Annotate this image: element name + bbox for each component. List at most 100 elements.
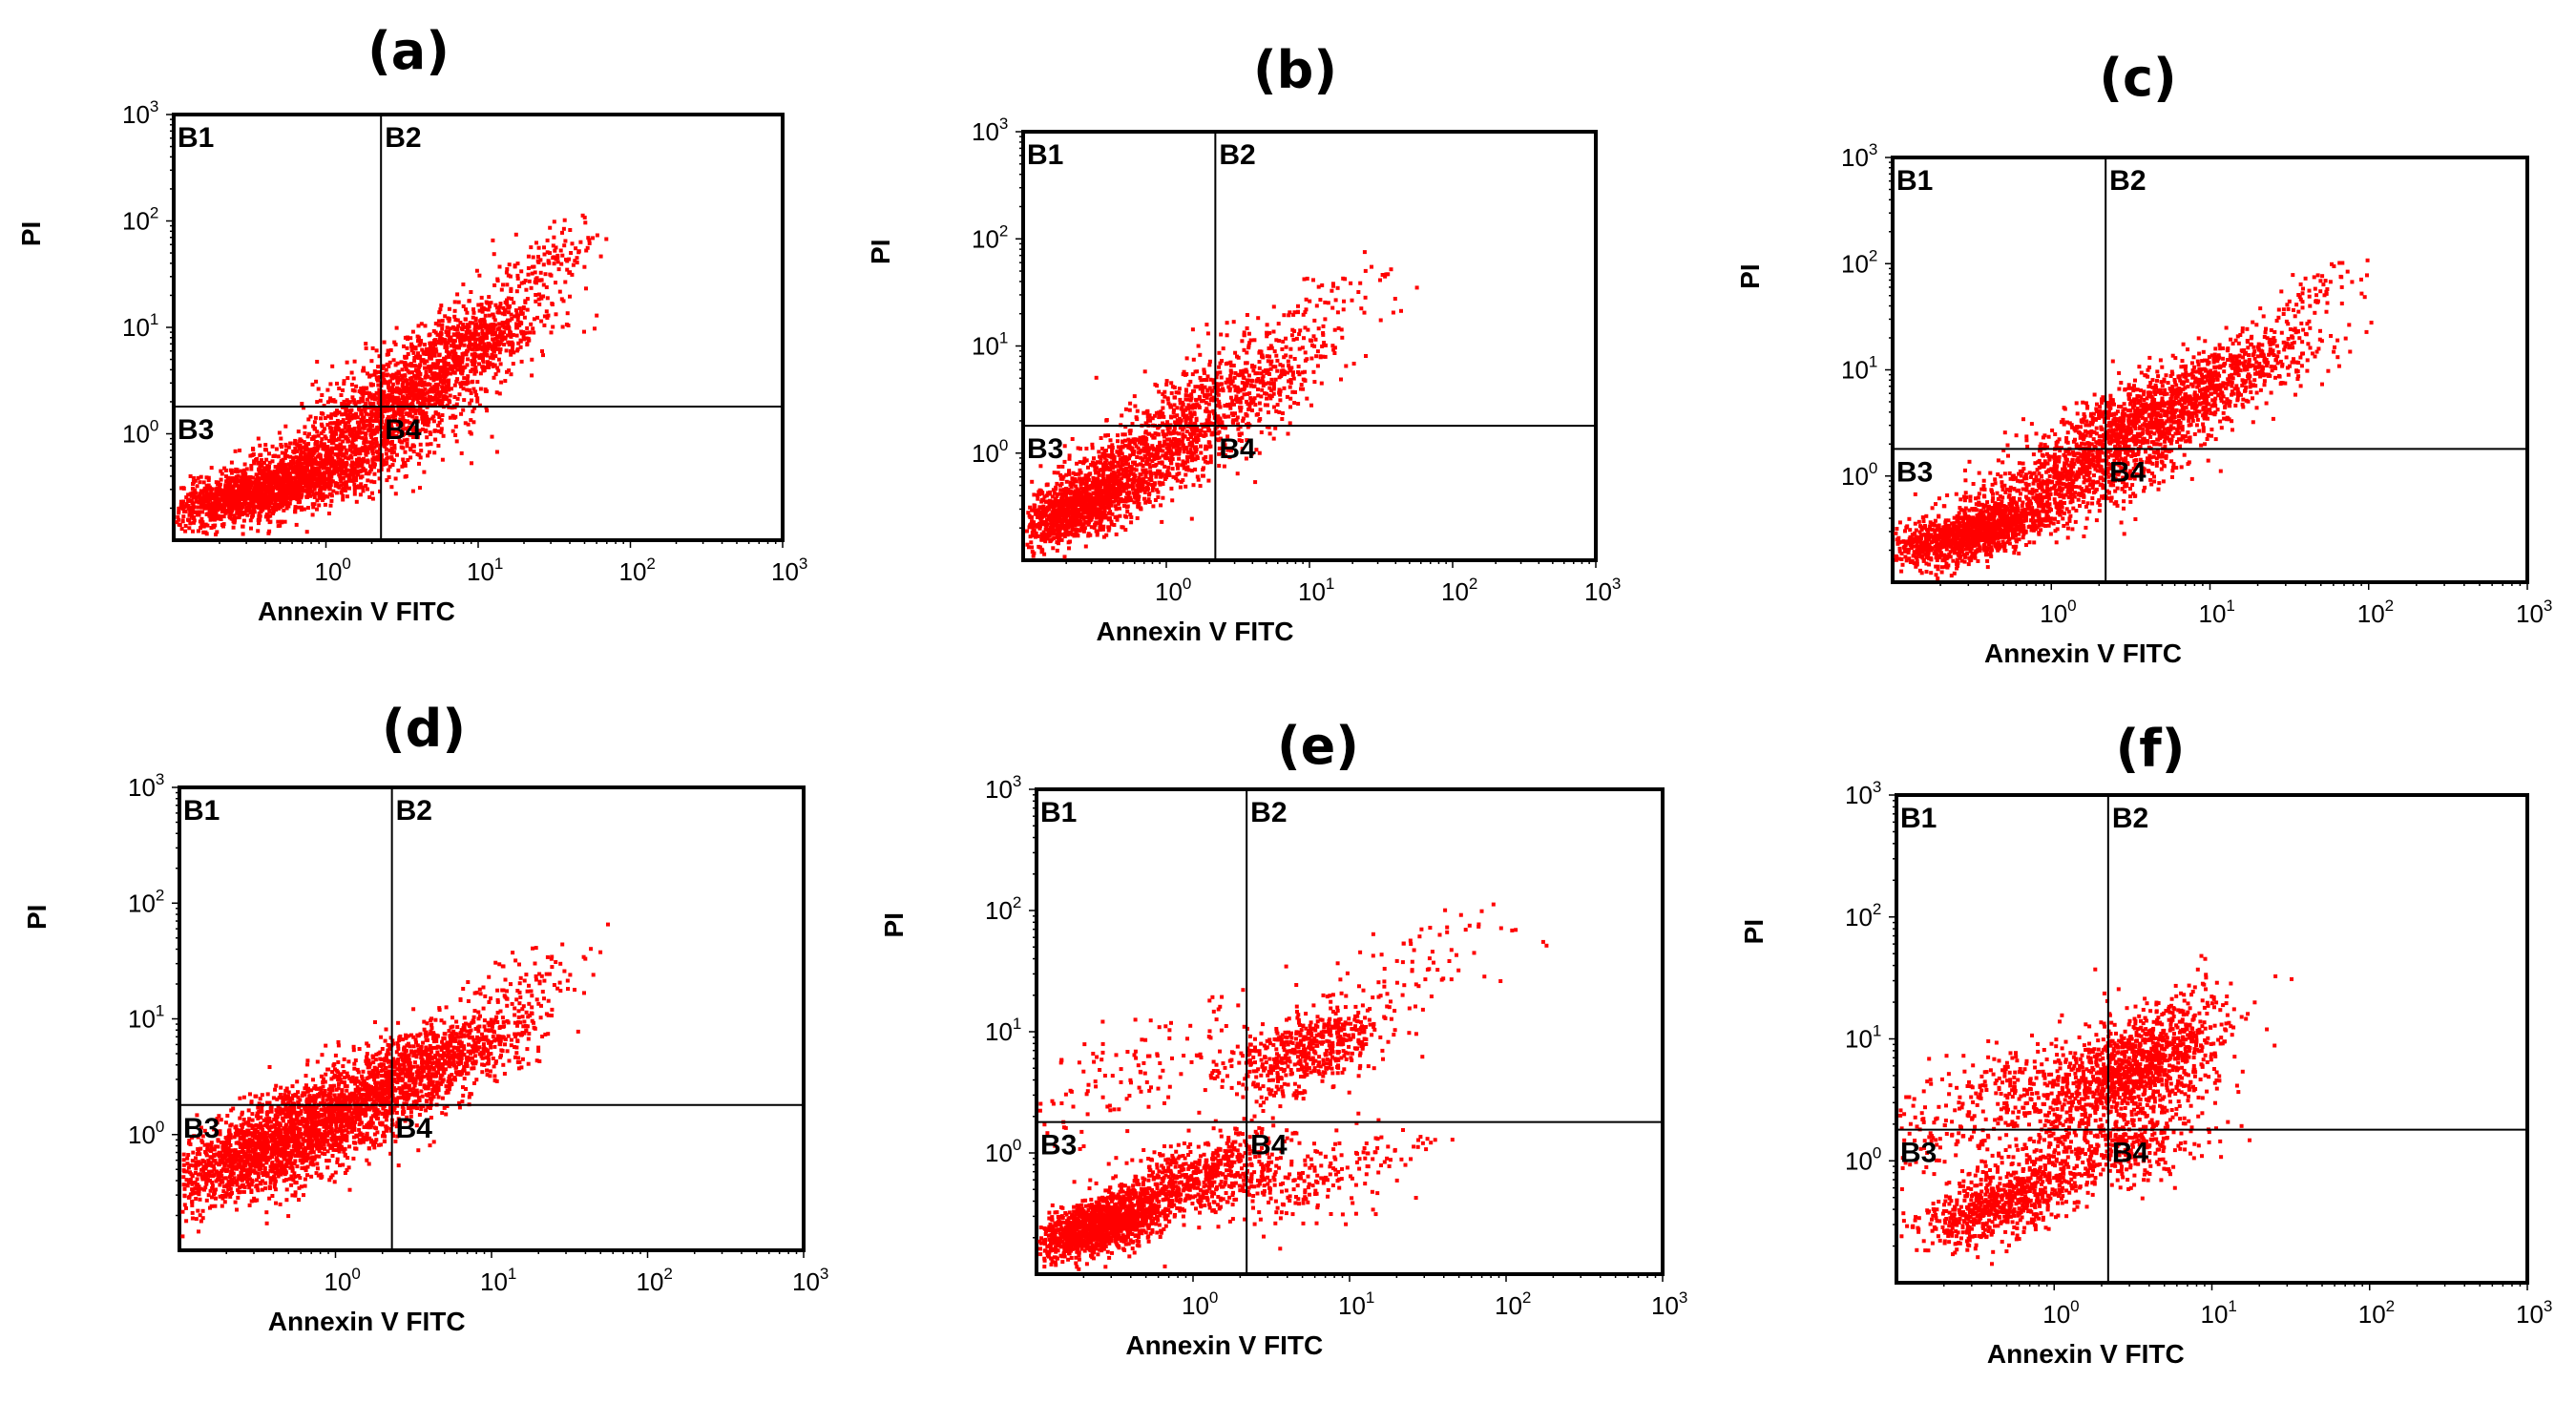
event-dot [318, 491, 323, 495]
event-dot [181, 486, 186, 491]
event-dot [438, 376, 442, 381]
event-dot [480, 340, 485, 345]
event-dot [466, 357, 470, 362]
event-dot [293, 478, 298, 482]
event-dot [411, 388, 416, 392]
event-dot [192, 495, 196, 499]
event-dot [339, 471, 344, 476]
event-dot [525, 325, 530, 330]
event-dot [249, 495, 254, 500]
event-dot [242, 462, 247, 467]
event-dot [529, 322, 534, 326]
event-dot [310, 513, 315, 517]
event-dot [493, 372, 498, 377]
event-dot [293, 485, 298, 490]
event-dot [349, 383, 354, 387]
event-dot [236, 473, 241, 478]
event-dot [398, 391, 403, 396]
event-dot [244, 509, 249, 513]
event-dot [279, 497, 283, 502]
event-dot [477, 273, 482, 278]
event-dot [413, 408, 418, 413]
event-dot [360, 474, 365, 479]
event-dot [335, 418, 340, 423]
event-dot [1125, 504, 1130, 509]
event-dot [197, 513, 201, 517]
event-dot [551, 243, 555, 248]
event-dot [427, 450, 431, 454]
event-dot [206, 483, 211, 488]
event-dot [215, 530, 220, 534]
event-dot [186, 506, 191, 511]
event-dot [228, 515, 233, 520]
event-dot [229, 460, 234, 465]
event-dot [203, 530, 208, 534]
event-dot [561, 299, 566, 304]
event-dot [239, 469, 243, 473]
event-dot [362, 441, 367, 446]
event-dot [351, 475, 356, 480]
event-dot [339, 393, 344, 397]
event-dot [329, 426, 334, 430]
event-dot [341, 493, 346, 498]
event-dot [266, 531, 271, 535]
event-dot [1122, 504, 1126, 509]
event-dot [288, 441, 293, 446]
event-dot [199, 505, 203, 510]
event-dot [264, 457, 269, 462]
event-dot [374, 443, 379, 448]
event-dot [320, 486, 325, 491]
event-dot [262, 492, 266, 496]
event-dot [284, 494, 289, 499]
event-dot [521, 334, 526, 339]
event-dot [405, 379, 408, 383]
event-dot [492, 252, 496, 257]
event-dot [265, 517, 270, 522]
event-dot [446, 362, 450, 366]
event-dot [296, 493, 301, 498]
event-dot [342, 445, 346, 450]
event-dot [333, 452, 338, 456]
event-dot [298, 471, 303, 475]
event-dot [233, 497, 238, 502]
event-dot [479, 303, 484, 307]
event-dot [384, 447, 388, 451]
event-dot [1049, 525, 1054, 530]
event-dot [497, 310, 502, 315]
event-dot [573, 259, 577, 263]
event-dot [584, 286, 588, 291]
event-dot [403, 450, 408, 454]
event-dot [552, 262, 556, 266]
event-dot [352, 485, 357, 490]
event-dot [591, 236, 596, 241]
event-dot [355, 472, 360, 477]
event-dot [481, 368, 486, 373]
event-dot [315, 470, 320, 474]
event-dot [357, 407, 361, 411]
event-dot [469, 418, 473, 423]
event-dot [236, 505, 241, 510]
event-dot [452, 300, 457, 304]
event-dot [434, 372, 439, 376]
event-dot [227, 497, 232, 502]
event-dot [354, 475, 359, 480]
event-dot [271, 473, 276, 478]
event-dot [509, 352, 513, 357]
event-dot [347, 455, 352, 460]
event-dot [305, 447, 310, 451]
event-dot [1030, 514, 1034, 519]
event-dot [189, 498, 194, 503]
event-dot [454, 439, 459, 444]
event-dot [251, 475, 256, 480]
event-dot [320, 458, 325, 463]
event-dot [1036, 496, 1040, 501]
event-dot [336, 436, 341, 441]
event-dot [188, 492, 193, 496]
event-dot [324, 482, 328, 487]
event-dot [353, 437, 358, 442]
event-dot [519, 311, 524, 316]
event-dot [429, 371, 434, 376]
event-dot [299, 469, 304, 473]
event-dot [283, 462, 287, 467]
event-dot [283, 491, 287, 495]
